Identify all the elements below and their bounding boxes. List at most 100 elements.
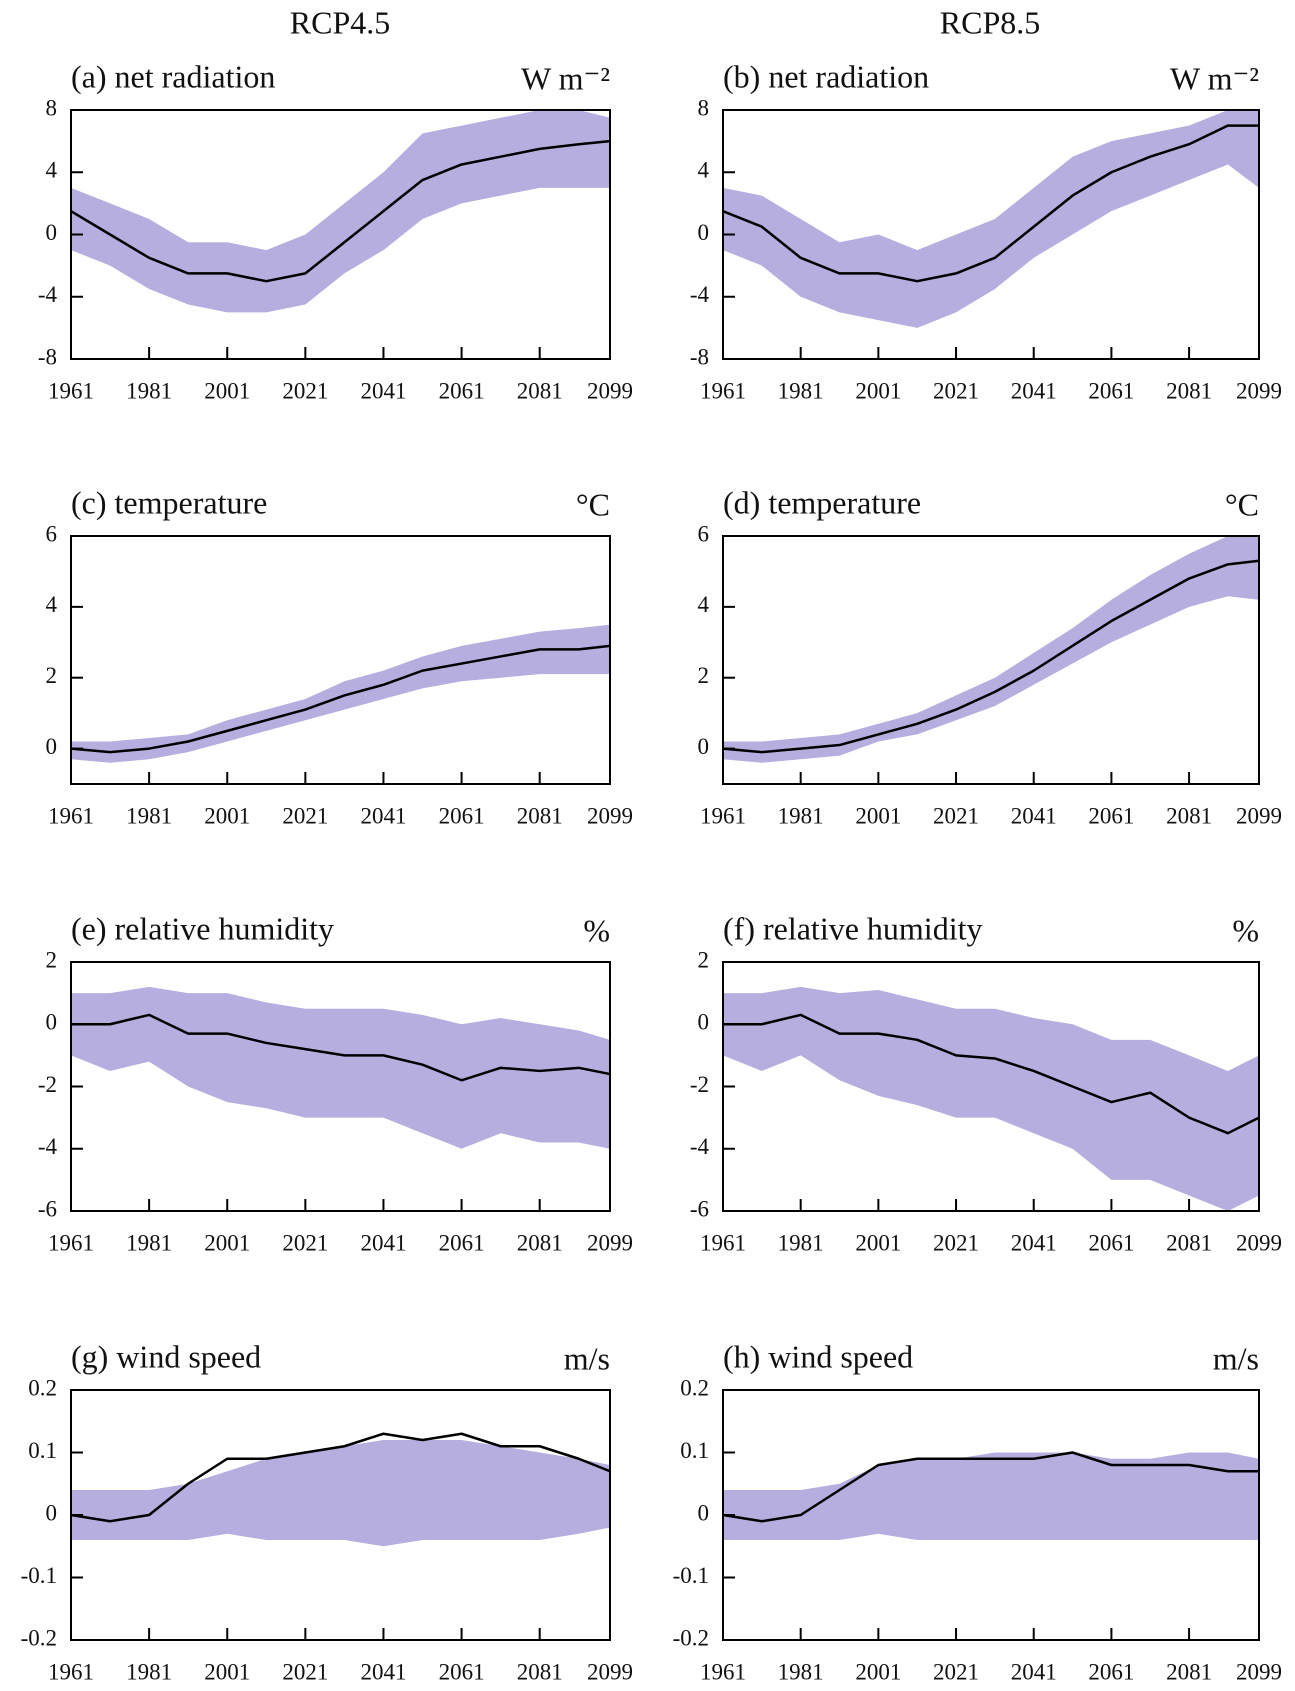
mean-line <box>70 644 611 754</box>
x-tick-label: 2041 <box>360 378 406 403</box>
x-tick-label: 1961 <box>48 803 94 828</box>
unit-label: % <box>1232 912 1259 948</box>
mean-line <box>70 139 611 283</box>
y-tick-label: 0 <box>46 220 58 245</box>
y-tick-label: 2 <box>46 947 58 972</box>
x-tick-label: 2081 <box>1166 803 1212 828</box>
unit-label: °C <box>576 486 610 522</box>
unit-label: % <box>583 912 610 948</box>
x-tick-label: 1981 <box>778 378 824 403</box>
x-tick-label: 2099 <box>1236 1659 1282 1684</box>
y-tick-label: 0.1 <box>680 1438 709 1463</box>
plot-frame <box>722 535 1260 785</box>
x-tick-label: 2021 <box>933 1230 979 1255</box>
mean-line <box>722 1451 1259 1523</box>
y-tick-label: -6 <box>38 1196 57 1221</box>
mean-line <box>722 559 1260 754</box>
y-tick-label: -4 <box>690 1134 710 1159</box>
y-tick-label: 0 <box>46 1500 58 1525</box>
x-tick-label: 2021 <box>282 378 328 403</box>
panel-title: (b) net radiation <box>723 58 929 94</box>
x-tick-label: 1981 <box>126 1230 172 1255</box>
x-tick-label: 2001 <box>855 378 901 403</box>
y-tick-label: 0 <box>46 734 58 759</box>
y-tick-label: -4 <box>38 1134 58 1159</box>
column-title: RCP4.5 <box>290 4 390 40</box>
unit-label: m/s <box>1213 1340 1259 1376</box>
x-tick-label: 2061 <box>1088 378 1134 403</box>
x-tick-label: 2081 <box>517 378 563 403</box>
y-tick-label: -0.2 <box>673 1625 709 1650</box>
x-tick-label: 2021 <box>933 1659 979 1684</box>
x-tick-label: 2041 <box>1011 378 1057 403</box>
x-tick-label: 2041 <box>360 1230 406 1255</box>
y-tick-label: -4 <box>38 282 58 307</box>
x-tick-label: 2081 <box>1166 378 1212 403</box>
x-tick-label: 2061 <box>1088 803 1134 828</box>
x-tick-label: 2061 <box>439 1659 485 1684</box>
y-tick-label: 2 <box>698 947 710 972</box>
x-tick-label: 2099 <box>1236 378 1282 403</box>
panel-title: (c) temperature <box>71 484 267 520</box>
y-tick-label: -2 <box>38 1072 57 1097</box>
mean-line <box>723 1013 1260 1135</box>
y-tick-label: -2 <box>690 1072 709 1097</box>
x-tick-label: 1961 <box>48 378 94 403</box>
y-tick-label: -6 <box>690 1196 709 1221</box>
x-tick-label: 2001 <box>204 378 250 403</box>
x-tick-label: 2041 <box>360 803 406 828</box>
y-tick-label: 0.2 <box>28 1375 57 1400</box>
uncertainty-band <box>723 986 1259 1211</box>
y-tick-label: -0.1 <box>673 1563 709 1588</box>
x-tick-label: 1961 <box>700 378 746 403</box>
x-tick-label: 2001 <box>855 1659 901 1684</box>
x-tick-label: 2061 <box>1088 1230 1134 1255</box>
x-tick-label: 1961 <box>700 1659 746 1684</box>
y-tick-label: 6 <box>698 521 710 546</box>
y-tick-label: 0.2 <box>680 1375 709 1400</box>
x-tick-label: 2061 <box>439 378 485 403</box>
y-tick-label: 0 <box>698 734 710 759</box>
x-tick-label: 2099 <box>587 378 633 403</box>
x-tick-label: 2099 <box>587 803 633 828</box>
y-tick-label: 0 <box>698 220 710 245</box>
y-tick-label: 4 <box>46 592 58 617</box>
x-tick-label: 2001 <box>204 1230 250 1255</box>
x-tick-label: 2099 <box>587 1659 633 1684</box>
x-tick-label: 2021 <box>933 378 979 403</box>
x-tick-label: 1961 <box>700 1230 746 1255</box>
uncertainty-band <box>71 986 610 1149</box>
x-tick-label: 2061 <box>1088 1659 1134 1684</box>
x-tick-label: 2001 <box>204 803 250 828</box>
mean-line <box>70 1432 611 1523</box>
uncertainty-band <box>723 1452 1259 1540</box>
x-tick-label: 2099 <box>1236 803 1282 828</box>
y-tick-label: 4 <box>698 592 710 617</box>
x-tick-label: 2001 <box>855 803 901 828</box>
y-tick-label: 6 <box>46 521 58 546</box>
x-tick-label: 2021 <box>282 803 328 828</box>
x-tick-label: 2099 <box>1236 1230 1282 1255</box>
uncertainty-band <box>723 110 1259 328</box>
panel-title: (g) wind speed <box>71 1338 261 1374</box>
panel-title: (f) relative humidity <box>723 910 982 946</box>
x-tick-label: 2061 <box>439 803 485 828</box>
x-tick-label: 2081 <box>517 803 563 828</box>
x-tick-label: 2021 <box>933 803 979 828</box>
column-title: RCP8.5 <box>940 4 1040 40</box>
x-tick-label: 1981 <box>126 803 172 828</box>
y-tick-label: 0 <box>698 1500 710 1525</box>
y-tick-label: 0.1 <box>28 1438 57 1463</box>
x-tick-label: 2021 <box>282 1659 328 1684</box>
y-tick-label: -0.1 <box>21 1563 57 1588</box>
x-tick-label: 2041 <box>1011 1230 1057 1255</box>
x-tick-label: 2099 <box>587 1230 633 1255</box>
panel-title: (d) temperature <box>723 484 921 520</box>
unit-label: °C <box>1225 486 1259 522</box>
x-tick-label: 2041 <box>1011 1659 1057 1684</box>
x-tick-label: 2081 <box>1166 1659 1212 1684</box>
unit-label: m/s <box>564 1340 610 1376</box>
y-tick-label: 8 <box>46 95 58 120</box>
x-tick-label: 2001 <box>855 1230 901 1255</box>
x-tick-label: 1981 <box>126 1659 172 1684</box>
